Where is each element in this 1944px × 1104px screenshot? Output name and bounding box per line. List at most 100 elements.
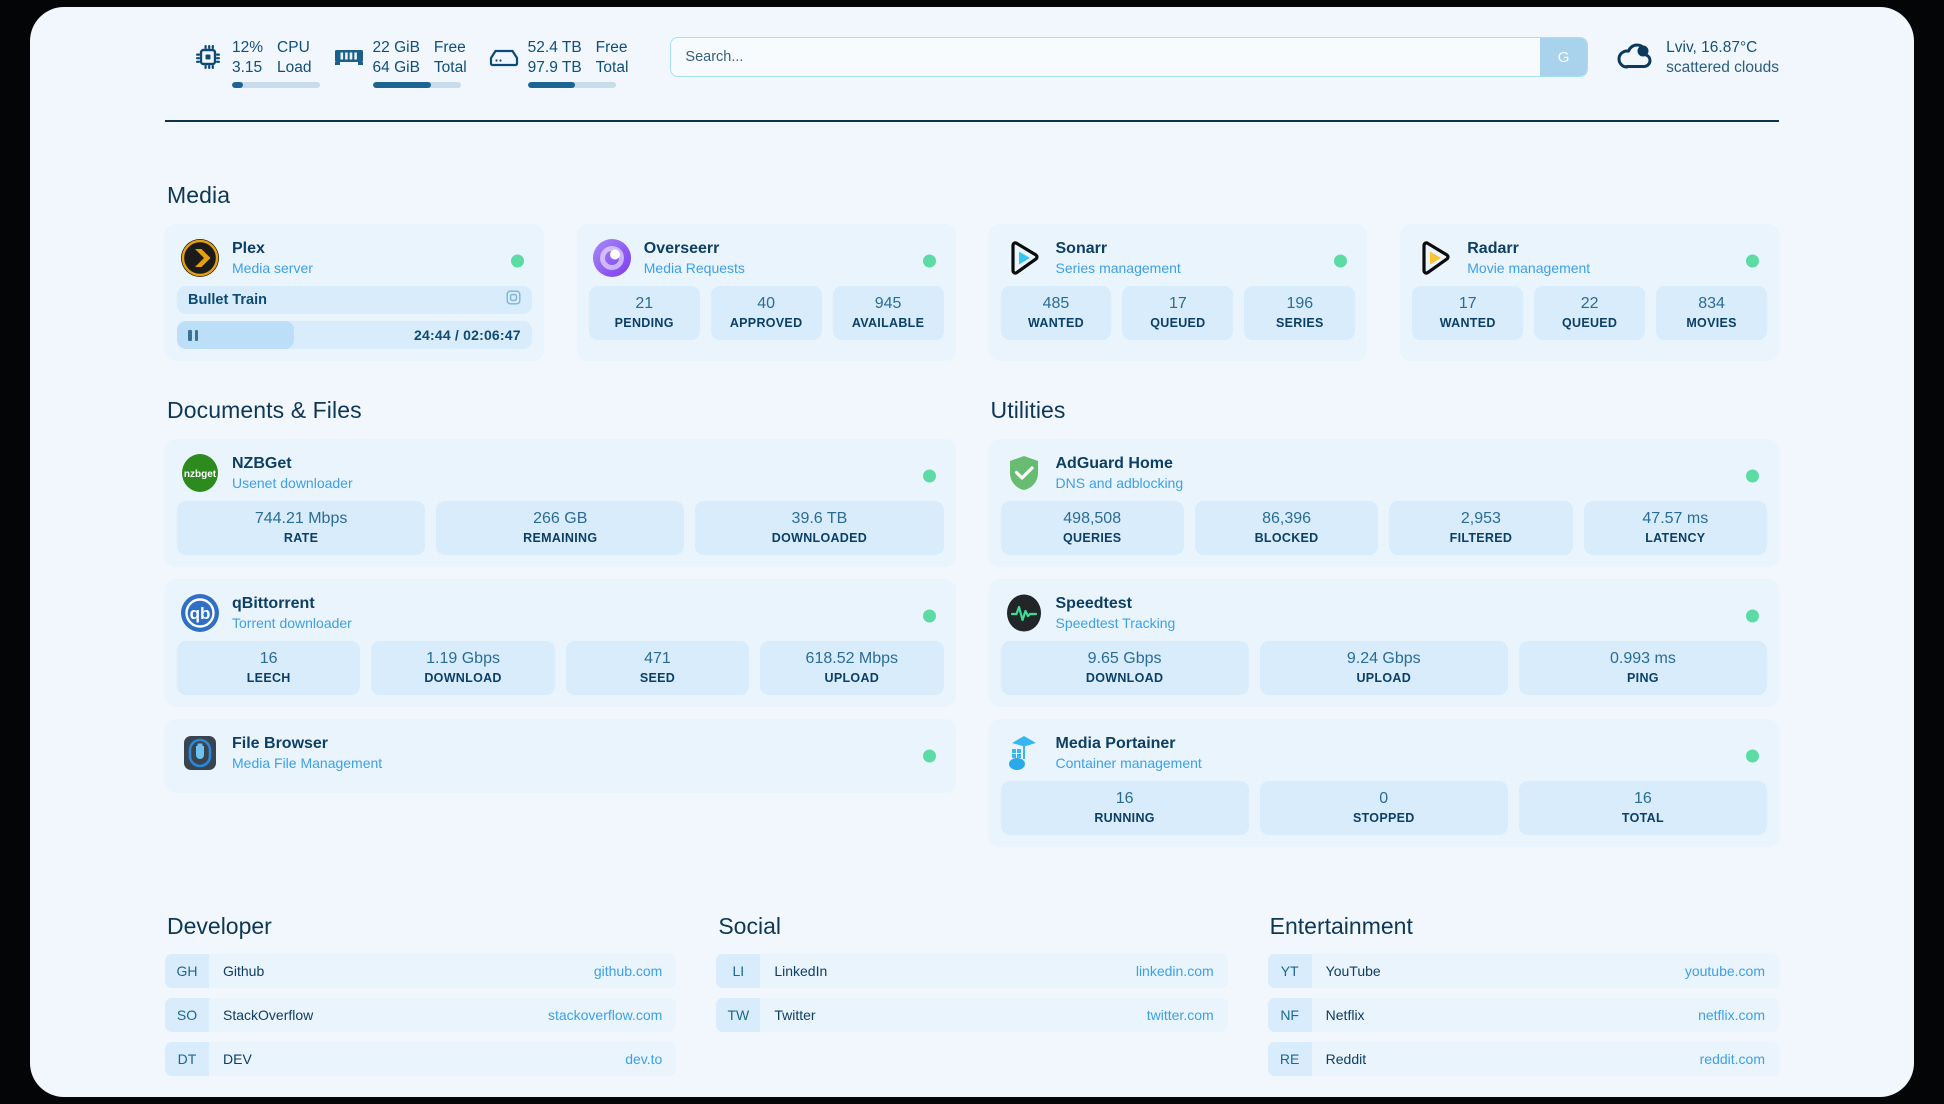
stat-cell[interactable]: 834 MOVIES xyxy=(1656,286,1768,340)
stat-cell[interactable]: 17 QUEUED xyxy=(1122,286,1234,340)
stat-cell[interactable]: 618.52 Mbps UPLOAD xyxy=(760,641,944,695)
service-card-header[interactable]: Overseerr Media Requests xyxy=(589,236,944,286)
overseerr-logo xyxy=(592,239,631,277)
stat-value: 22 xyxy=(1580,295,1599,312)
stat-cell[interactable]: 9.65 Gbps DOWNLOAD xyxy=(1000,641,1249,695)
stat-cell[interactable]: 16 LEECH xyxy=(177,641,361,695)
service-card-header[interactable]: File Browser Media File Management xyxy=(177,731,944,781)
status-badge xyxy=(1334,254,1348,268)
service-card-header[interactable]: nzbget NZBGet Usenet downloader xyxy=(177,451,944,501)
now-playing-row[interactable]: Bullet Train xyxy=(177,286,532,314)
stat-label: LATENCY xyxy=(1645,531,1706,545)
bookmark-item[interactable]: TW Twitter twitter.com xyxy=(716,998,1228,1032)
service-card[interactable]: Radarr Movie management 17 WANTED 22 QUEUED 83… xyxy=(1400,224,1779,361)
bookmark-item[interactable]: LI LinkedIn linkedin.com xyxy=(716,954,1228,988)
bookmark-item[interactable]: DT DEV dev.to xyxy=(165,1042,677,1076)
service-name: Media Portainer xyxy=(1055,735,1176,752)
stat-value: 86,396 xyxy=(1262,510,1312,527)
stat-cell[interactable]: 945 AVAILABLE xyxy=(832,286,944,340)
portainer-logo xyxy=(1005,734,1043,772)
stat-cell[interactable]: 498,508 QUERIES xyxy=(1000,501,1184,555)
stat-value: 16 xyxy=(259,650,278,667)
stat-label: DOWNLOAD xyxy=(1085,671,1164,685)
stat-cell[interactable]: 22 QUEUED xyxy=(1534,286,1646,340)
stat-cell[interactable]: 16 TOTAL xyxy=(1518,781,1768,835)
service-card[interactable]: Plex Media server Bullet Train 24:44 / 02:0… xyxy=(165,224,544,361)
service-card-header[interactable]: Speedtest Speedtest Tracking xyxy=(1001,591,1768,641)
service-name: Radarr xyxy=(1467,240,1519,257)
bookmark-item[interactable]: NF Netflix netflix.com xyxy=(1267,998,1779,1032)
service-card-header[interactable]: Media Portainer Container management xyxy=(1001,731,1768,781)
stat-cell[interactable]: 21 PENDING xyxy=(588,286,700,340)
service-card[interactable]: qb qBittorrent Torrent downloader 16 LEECH 1.… xyxy=(165,579,956,707)
service-card[interactable]: Overseerr Media Requests 21 PENDING 40 APPROV… xyxy=(576,224,956,361)
service-card-header[interactable]: qb qBittorrent Torrent downloader xyxy=(177,591,944,641)
search-box[interactable]: G xyxy=(670,37,1589,77)
bookmark-abbr: LI xyxy=(716,954,761,988)
service-card[interactable]: AdGuard Home DNS and adblocking 498,508 QUE… xyxy=(988,439,1779,567)
service-stats: 744.21 Mbps RATE 266 GB REMAINING 39.6 TB DOW… xyxy=(177,501,944,555)
search-submit-button[interactable]: G xyxy=(1540,38,1588,76)
stat-cell[interactable]: 266 GB REMAINING xyxy=(436,501,685,555)
stat-progress-bar xyxy=(232,81,320,88)
service-card-header[interactable]: AdGuard Home DNS and adblocking xyxy=(1001,451,1768,501)
pause-icon[interactable] xyxy=(188,329,198,341)
search-input[interactable] xyxy=(671,49,1541,65)
stat-cell[interactable]: 86,396 BLOCKED xyxy=(1194,501,1379,555)
weather-temperature: Lviv, 16.87°C xyxy=(1666,38,1758,56)
playback-time: 24:44 / 02:06:47 xyxy=(414,327,521,343)
device-icon[interactable] xyxy=(506,290,521,310)
stat-cell[interactable]: 16 RUNNING xyxy=(1000,781,1249,835)
stat-cell[interactable]: 17 WANTED xyxy=(1412,286,1524,340)
stat-value: 9.65 Gbps xyxy=(1087,650,1162,667)
service-card-header[interactable]: Plex Media server xyxy=(177,236,532,286)
bookmark-name: Reddit xyxy=(1325,1051,1367,1067)
nzbget-logo: nzbget xyxy=(181,454,219,492)
stat-label: QUEUED xyxy=(1561,316,1618,330)
stat-cell[interactable]: 1.19 Gbps DOWNLOAD xyxy=(371,641,555,695)
stat-label: QUEUED xyxy=(1150,316,1206,330)
status-badge xyxy=(922,469,936,483)
service-card[interactable]: Media Portainer Container management 16 RUN… xyxy=(988,719,1779,847)
bookmark-name: YouTube xyxy=(1325,963,1381,979)
service-card[interactable]: Sonarr Series management 485 WANTED 17 QUEUED… xyxy=(988,224,1368,361)
bookmark-item[interactable]: GH Github github.com xyxy=(165,954,677,988)
stat-cell[interactable]: 0 STOPPED xyxy=(1259,781,1508,835)
section-title-utilities: Utilities xyxy=(990,397,1066,423)
stat-cell[interactable]: 0.993 ms PING xyxy=(1518,641,1768,695)
speedtest-logo xyxy=(1005,594,1043,632)
stat-cell[interactable]: 47.57 ms LATENCY xyxy=(1583,501,1767,555)
bookmark-abbr: GH xyxy=(165,954,209,988)
bookmark-item[interactable]: SO StackOverflow stackoverflow.com xyxy=(165,998,677,1032)
stat-label: APPROVED xyxy=(729,316,803,330)
stat-cell[interactable]: 471 SEED xyxy=(565,641,750,695)
stat-value: 1.19 Gbps xyxy=(426,650,500,667)
header-stat-memory-ram: 22 GiB 64 GiB Free Total xyxy=(334,38,467,88)
playback-progress-bar[interactable]: 24:44 / 02:06:47 xyxy=(177,321,532,349)
stat-value: 17 xyxy=(1168,295,1187,312)
stat-cell[interactable]: 744.21 Mbps RATE xyxy=(177,501,426,555)
service-name: AdGuard Home xyxy=(1055,455,1173,472)
stat-cell[interactable]: 9.24 Gbps UPLOAD xyxy=(1259,641,1508,695)
stat-value: 0.993 ms xyxy=(1610,650,1676,667)
stat-cell[interactable]: 196 SERIES xyxy=(1244,286,1356,340)
stat-value: 471 xyxy=(644,650,671,667)
service-card[interactable]: Speedtest Speedtest Tracking 9.65 Gbps DOWN… xyxy=(988,579,1779,707)
bookmark-item[interactable]: YT YouTube youtube.com xyxy=(1267,954,1779,988)
stat-value-secondary: 3.15 xyxy=(232,58,263,76)
service-card-header[interactable]: Sonarr Series management xyxy=(1001,236,1356,286)
stat-value: 40 xyxy=(757,295,776,312)
service-name: Speedtest xyxy=(1055,595,1132,612)
stat-cell[interactable]: 485 WANTED xyxy=(1000,286,1112,340)
service-card[interactable]: File Browser Media File Management xyxy=(165,719,956,793)
service-card-header[interactable]: Radarr Movie management xyxy=(1412,236,1767,286)
stat-cell[interactable]: 40 APPROVED xyxy=(710,286,822,340)
stat-cell[interactable]: 39.6 TB DOWNLOADED xyxy=(695,501,944,555)
stat-value: 744.21 Mbps xyxy=(254,510,348,527)
stat-value: 0 xyxy=(1379,790,1389,807)
stat-value: 618.52 Mbps xyxy=(805,650,899,667)
stat-cell[interactable]: 2,953 FILTERED xyxy=(1389,501,1573,555)
stat-label: AVAILABLE xyxy=(851,316,925,330)
service-card[interactable]: nzbget NZBGet Usenet downloader 744.21 Mbps… xyxy=(165,439,956,567)
bookmark-item[interactable]: RE Reddit reddit.com xyxy=(1267,1042,1779,1076)
